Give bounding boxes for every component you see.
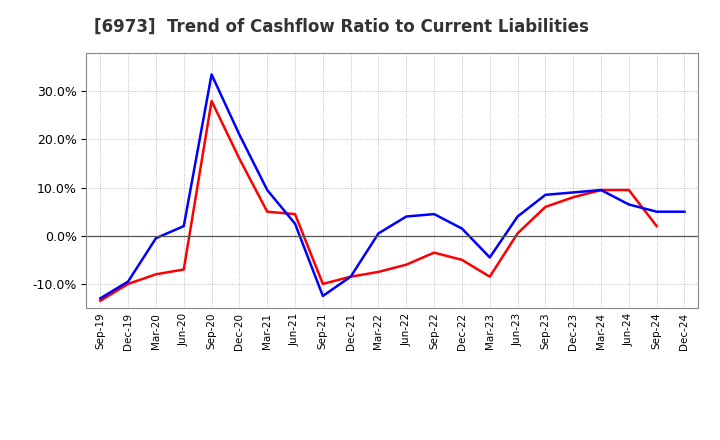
- Free CF to Current Liabilities: [513, 214, 522, 219]
- Free CF to Current Liabilities: [680, 209, 689, 214]
- Operating CF to Current Liabilities: [402, 262, 410, 268]
- Free CF to Current Liabilities: [263, 187, 271, 193]
- Free CF to Current Liabilities: [569, 190, 577, 195]
- Free CF to Current Liabilities: [318, 293, 327, 299]
- Free CF to Current Liabilities: [597, 187, 606, 193]
- Operating CF to Current Liabilities: [624, 187, 633, 193]
- Free CF to Current Liabilities: [235, 132, 243, 137]
- Free CF to Current Liabilities: [430, 212, 438, 217]
- Free CF to Current Liabilities: [346, 274, 355, 279]
- Operating CF to Current Liabilities: [541, 204, 550, 209]
- Free CF to Current Liabilities: [458, 226, 467, 231]
- Free CF to Current Liabilities: [485, 255, 494, 260]
- Operating CF to Current Liabilities: [96, 298, 104, 304]
- Operating CF to Current Liabilities: [458, 257, 467, 263]
- Free CF to Current Liabilities: [374, 231, 383, 236]
- Operating CF to Current Liabilities: [374, 269, 383, 275]
- Free CF to Current Liabilities: [207, 72, 216, 77]
- Operating CF to Current Liabilities: [513, 231, 522, 236]
- Operating CF to Current Liabilities: [430, 250, 438, 255]
- Operating CF to Current Liabilities: [152, 271, 161, 277]
- Operating CF to Current Liabilities: [291, 212, 300, 217]
- Free CF to Current Liabilities: [652, 209, 661, 214]
- Operating CF to Current Liabilities: [179, 267, 188, 272]
- Line: Free CF to Current Liabilities: Free CF to Current Liabilities: [100, 74, 685, 298]
- Operating CF to Current Liabilities: [263, 209, 271, 214]
- Operating CF to Current Liabilities: [235, 156, 243, 161]
- Free CF to Current Liabilities: [152, 235, 161, 241]
- Free CF to Current Liabilities: [124, 279, 132, 284]
- Free CF to Current Liabilities: [402, 214, 410, 219]
- Operating CF to Current Liabilities: [485, 274, 494, 279]
- Operating CF to Current Liabilities: [124, 281, 132, 286]
- Operating CF to Current Liabilities: [346, 274, 355, 279]
- Free CF to Current Liabilities: [179, 224, 188, 229]
- Line: Operating CF to Current Liabilities: Operating CF to Current Liabilities: [100, 101, 657, 301]
- Text: [6973]  Trend of Cashflow Ratio to Current Liabilities: [6973] Trend of Cashflow Ratio to Curren…: [94, 18, 588, 36]
- Free CF to Current Liabilities: [541, 192, 550, 198]
- Operating CF to Current Liabilities: [597, 187, 606, 193]
- Free CF to Current Liabilities: [96, 296, 104, 301]
- Operating CF to Current Liabilities: [652, 224, 661, 229]
- Operating CF to Current Liabilities: [207, 98, 216, 103]
- Free CF to Current Liabilities: [291, 221, 300, 226]
- Operating CF to Current Liabilities: [569, 194, 577, 200]
- Free CF to Current Liabilities: [624, 202, 633, 207]
- Operating CF to Current Liabilities: [318, 281, 327, 286]
